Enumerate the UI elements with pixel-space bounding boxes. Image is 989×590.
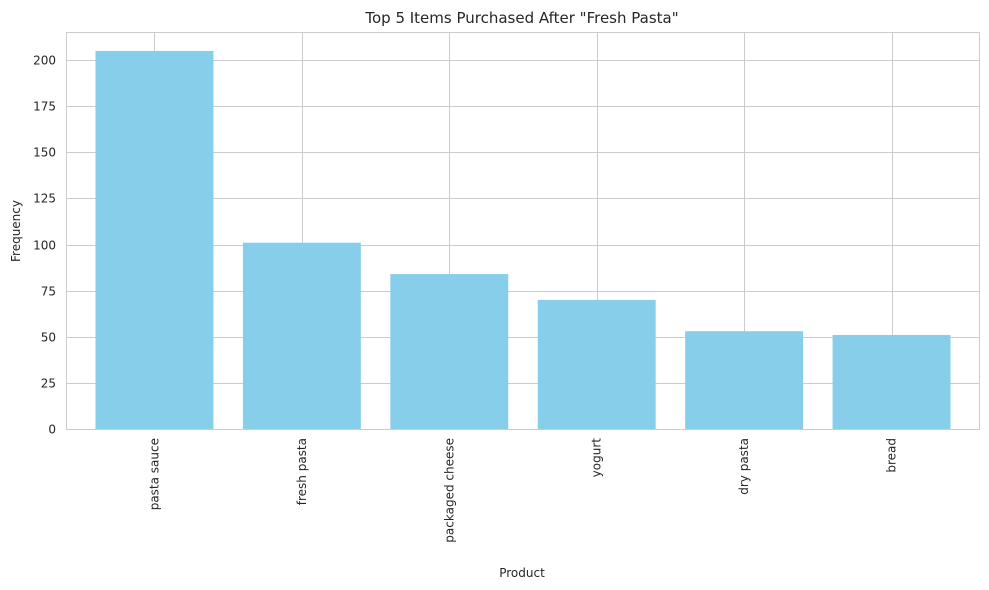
x-tick-labels: pasta sauce fresh pasta packaged cheese yog… <box>147 438 898 543</box>
bar-yogurt <box>537 299 656 429</box>
y-tick-label: 200 <box>33 54 56 68</box>
bar-dry-pasta <box>685 331 804 429</box>
plot-frame <box>66 32 980 430</box>
y-tick-label: 50 <box>41 331 56 345</box>
chart-title: Top 5 Items Purchased After "Fresh Pasta… <box>364 9 678 27</box>
bar-fresh-pasta <box>242 242 361 429</box>
y-tick-label: 150 <box>33 146 56 160</box>
bar-layer <box>95 50 951 430</box>
bar-packaged-cheese <box>390 274 509 429</box>
y-tick-label: 75 <box>41 285 56 299</box>
x-tick-label: fresh pasta <box>295 438 309 505</box>
x-tick-label: packaged cheese <box>442 438 456 543</box>
y-tick-label: 25 <box>41 377 56 391</box>
y-tick-label: 125 <box>33 192 56 206</box>
y-tick-label: 175 <box>33 100 56 114</box>
x-tick-label: pasta sauce <box>147 438 161 510</box>
x-tick-label: dry pasta <box>737 438 751 495</box>
y-tick-label: 0 <box>48 423 56 437</box>
x-axis-label: Product <box>499 566 545 580</box>
bar-pasta-sauce <box>95 50 214 430</box>
x-tick-label: yogurt <box>590 438 604 478</box>
x-tick-label: bread <box>885 438 899 473</box>
y-tick-label: 100 <box>33 239 56 253</box>
y-axis-label: Frequency <box>9 200 23 262</box>
y-tick-labels: 0 25 50 75 100 125 150 175 200 <box>33 54 56 437</box>
bar-bread <box>832 334 951 429</box>
